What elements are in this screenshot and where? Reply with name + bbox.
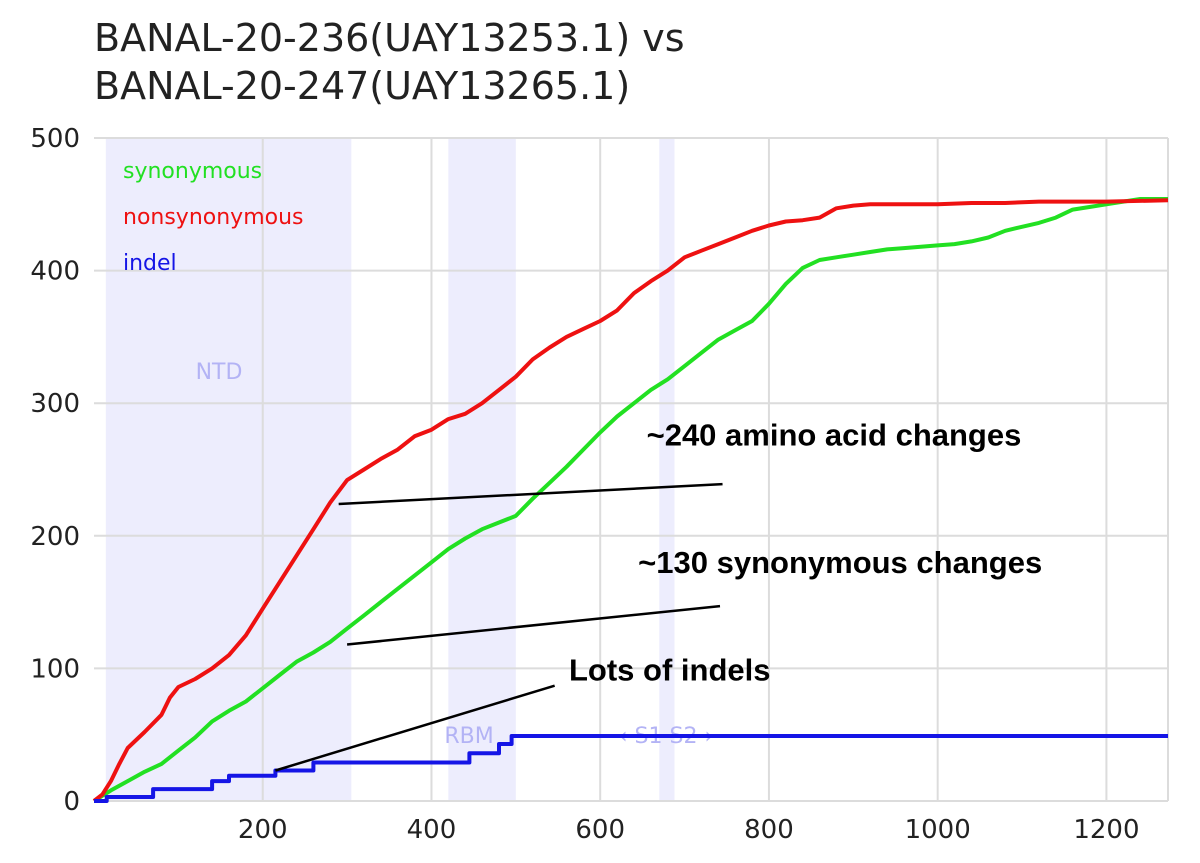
region-band-ntd (105, 138, 352, 801)
y-tick-label-500: 500 (30, 124, 80, 154)
annotation-leader-line-3 (275, 684, 556, 772)
series-line-synonymous (92, 197, 1168, 803)
annotation-leader-line-1 (338, 482, 723, 506)
x-tick-label-400: 400 (407, 815, 457, 845)
legend-item-indel: indel (123, 251, 177, 276)
chart-title-line-2: BANAL-20-247(UAY13265.1) (94, 64, 631, 108)
tick-labels: 0 100 200 300 400 500 200 400 600 800 1000 1200 (30, 124, 1139, 845)
chart-title-line-1: BANAL-20-236(UAY13253.1) vs (94, 16, 685, 60)
y-tick-label-400: 400 (30, 257, 80, 287)
chart-title: BANAL-20-236(UAY13253.1) vs BANAL-20-247… (94, 14, 685, 110)
grid-layer (94, 137, 1169, 802)
region-label-ntd: NTD (196, 360, 243, 385)
x-tick-label-600: 600 (575, 815, 625, 845)
annotation-text-1: ~240 amino acid changes (647, 418, 1022, 453)
legend: synonymous nonsynonymous indel (123, 159, 304, 276)
series-line-indel (94, 734, 1168, 803)
series-layer (92, 197, 1169, 803)
annotation-text-3: Lots of indels (569, 652, 771, 687)
y-tick-label-300: 300 (30, 389, 80, 419)
annotation-leader-line-2 (346, 604, 721, 646)
region-band-cleavage (659, 138, 675, 801)
y-tick-label-0: 0 (63, 787, 80, 817)
legend-item-nonsynonymous: nonsynonymous (123, 205, 304, 230)
y-tick-label-100: 100 (30, 654, 80, 684)
legend-item-synonymous: synonymous (123, 159, 262, 184)
annotations: ~240 amino acid changes ~130 synonymous c… (275, 418, 1042, 772)
region-label-rbm: RBM (444, 724, 493, 749)
y-tick-label-200: 200 (30, 522, 80, 552)
x-tick-label-1200: 1200 (1073, 815, 1139, 845)
series-line-nonsynonymous (92, 198, 1169, 803)
x-tick-label-200: 200 (238, 815, 288, 845)
x-tick-label-800: 800 (744, 815, 794, 845)
annotation-text-2: ~130 synonymous changes (638, 545, 1042, 580)
region-band-rbm (448, 138, 516, 801)
x-tick-label-1000: 1000 (905, 815, 971, 845)
